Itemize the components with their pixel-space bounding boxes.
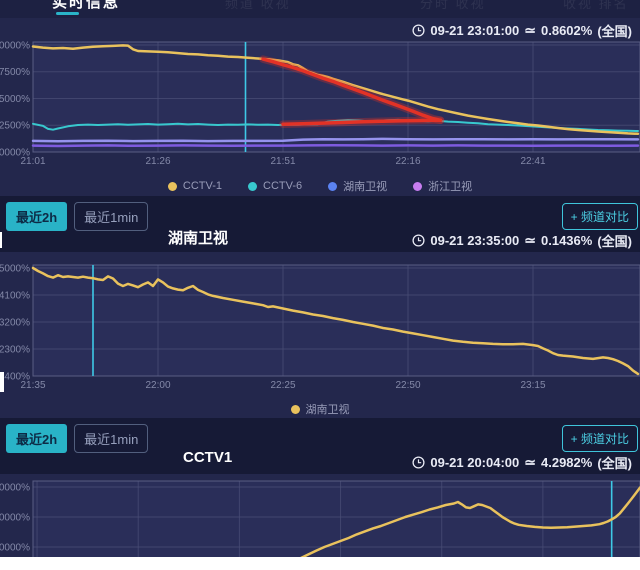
legend-label: CCTV-1 [182,180,222,192]
legend-item[interactable]: 湖南卫视 [328,178,387,194]
svg-text:4.0000%: 4.0000% [0,513,30,524]
svg-text:0.4100%: 0.4100% [0,291,30,302]
tab-faded-1[interactable]: 频道 收视 [225,0,291,11]
tab-bar: 实时信息 频道 收视 分时 收视 收视 排名 [0,0,640,18]
svg-text:0.2300%: 0.2300% [0,345,30,356]
reading-time: 09-21 23:01:00 [430,23,520,38]
channel-compare-button[interactable]: + 频道对比 [561,203,638,230]
legend-label: 浙江卫视 [428,181,473,193]
screenshot-bottom-margin [0,557,640,570]
reading-value: 0.8602% [541,23,593,38]
svg-text:22:16: 22:16 [395,156,420,167]
recent-1min-button[interactable]: 最近1min [74,202,149,231]
legend-item[interactable]: CCTV-6 [248,180,302,192]
chart-legend-hunan: 湖南卫视 [0,401,640,417]
reading-time: 09-21 20:04:00 [430,455,520,470]
legend-label: 湖南卫视 [343,181,388,193]
svg-text:22:50: 22:50 [395,380,420,388]
svg-text:5.0000%: 5.0000% [0,483,30,494]
reading-time: 09-21 23:35:00 [430,233,520,248]
tab-realtime-info[interactable]: 实时信息 [52,0,121,11]
legend-label: CCTV-6 [263,180,303,192]
svg-text:3.0000%: 3.0000% [0,543,30,554]
section-title-hunan: 湖南卫视 [168,230,229,247]
range-buttons-cctv1: 最近2h 最近1min [6,424,149,453]
reading-value: 0.1436% [541,233,593,248]
reading-value: 4.2982% [541,455,593,470]
svg-text:0.3200%: 0.3200% [0,318,30,329]
channel-compare-button[interactable]: + 频道对比 [561,425,638,452]
legend-label: 湖南卫视 [305,404,350,416]
svg-text:22:00: 22:00 [145,380,170,388]
recent-2h-button[interactable]: 最近2h [6,202,68,231]
section-title-cctv1: CCTV1 [183,449,233,466]
svg-text:21:01: 21:01 [20,156,45,167]
recent-1min-button[interactable]: 最近1min [74,424,149,453]
legend-dot-icon [248,181,257,191]
legend-dot-icon [167,181,177,191]
legend-dot-icon [328,181,338,191]
reading-scope: (全国) [597,234,632,249]
svg-text:3.7500%: 3.7500% [0,67,30,78]
legend-dot-icon [290,404,300,414]
svg-text:21:51: 21:51 [270,156,295,167]
approx-symbol: ≃ [524,454,536,470]
svg-text:5.0000%: 5.0000% [0,40,30,51]
ratings-chart-cctv1[interactable]: 5.0000% 4.0000% 3.0000% [0,475,640,557]
svg-text:23:15: 23:15 [520,380,545,388]
clock-icon [412,24,425,37]
screenshot-edge-artifact [0,372,4,392]
svg-text:21:26: 21:26 [145,156,170,167]
screenshot-edge-artifact [0,232,2,248]
clock-icon [412,234,425,247]
svg-text:22:25: 22:25 [270,380,295,388]
approx-symbol: ≃ [524,22,536,38]
tab-faded-2[interactable]: 分时 收视 [420,0,486,11]
svg-text:0.1400%: 0.1400% [0,372,30,383]
svg-text:1.2500%: 1.2500% [0,121,30,132]
approx-symbol: ≃ [524,232,536,248]
recent-2h-button[interactable]: 最近2h [6,424,68,453]
current-reading-hunan: 09-21 23:35:00 ≃ 0.1436% (全国) [412,231,632,250]
svg-text:2.5000%: 2.5000% [0,94,30,105]
legend-item[interactable]: 浙江卫视 [413,178,472,194]
svg-text:0.5000%: 0.5000% [0,264,30,275]
ratings-chart-hunan[interactable]: 0.5000% 0.4100% 0.3200% 0.2300% 0.1400%21:35… [0,255,640,388]
svg-text:0.0000%: 0.0000% [0,148,30,159]
clock-icon [412,456,425,469]
reading-scope: (全国) [597,24,632,39]
reading-scope: (全国) [597,456,632,471]
current-reading-multichannel: 09-21 23:01:00 ≃ 0.8602% (全国) [412,21,632,40]
chart-legend-multichannel: CCTV-1 CCTV-6 湖南卫视 浙江卫视 [0,178,640,194]
tab-faded-3[interactable]: 收视 排名 [563,0,629,11]
range-buttons-hunan: 最近2h 最近1min [6,202,149,231]
svg-text:22:41: 22:41 [520,156,545,167]
ratings-chart-multichannel[interactable]: 5.0000% 3.7500% 2.5000% 1.2500% 0.0000%21:01… [0,40,640,174]
legend-item[interactable]: 湖南卫视 [290,401,350,417]
svg-text:21:35: 21:35 [20,380,45,388]
current-reading-cctv1: 09-21 20:04:00 ≃ 4.2982% (全国) [412,453,632,472]
legend-item[interactable]: CCTV-1 [167,180,222,192]
active-tab-underline [56,12,79,15]
legend-dot-icon [413,181,423,191]
